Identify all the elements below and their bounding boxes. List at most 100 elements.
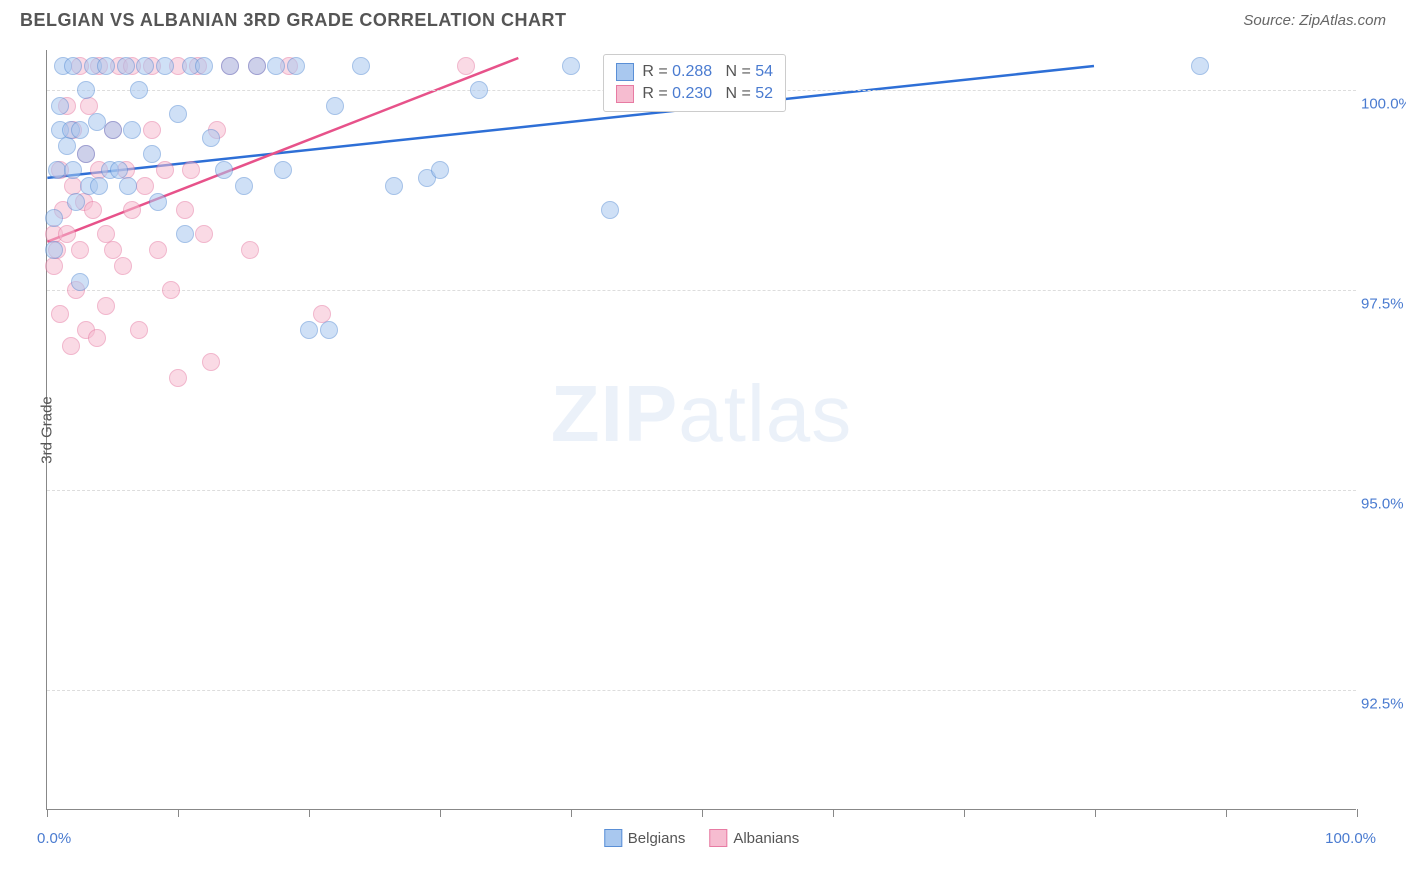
trend-line	[47, 58, 518, 242]
data-point	[77, 145, 95, 163]
legend-swatch	[709, 829, 727, 847]
data-point	[149, 193, 167, 211]
data-point	[156, 57, 174, 75]
x-tick	[833, 809, 834, 817]
y-tick-label: 100.0%	[1361, 96, 1406, 113]
series-swatch	[616, 63, 634, 81]
correlation-stats-box: R = 0.288 N = 54R = 0.230 N = 52	[603, 54, 786, 112]
data-point	[97, 297, 115, 315]
data-point	[241, 241, 259, 259]
data-point	[320, 321, 338, 339]
chart-header: BELGIAN VS ALBANIAN 3RD GRADE CORRELATIO…	[0, 0, 1406, 35]
y-tick-label: 95.0%	[1361, 496, 1406, 513]
data-point	[235, 177, 253, 195]
data-point	[130, 321, 148, 339]
x-tick	[571, 809, 572, 817]
data-point	[267, 57, 285, 75]
trend-lines-svg	[47, 50, 1356, 809]
y-tick-label: 92.5%	[1361, 696, 1406, 713]
source-name: ZipAtlas.com	[1299, 12, 1386, 29]
data-point	[64, 161, 82, 179]
x-tick	[440, 809, 441, 817]
x-axis-max-label: 100.0%	[1325, 830, 1376, 847]
legend-label: Belgians	[628, 830, 686, 847]
data-point	[326, 97, 344, 115]
data-point	[300, 321, 318, 339]
x-tick	[702, 809, 703, 817]
data-point	[114, 257, 132, 275]
data-point	[169, 105, 187, 123]
data-point	[202, 353, 220, 371]
data-point	[104, 121, 122, 139]
data-point	[156, 161, 174, 179]
data-point	[45, 209, 63, 227]
data-point	[195, 225, 213, 243]
data-point	[182, 161, 200, 179]
data-point	[71, 241, 89, 259]
trend-line	[47, 66, 1094, 178]
data-point	[119, 177, 137, 195]
legend-swatch	[604, 829, 622, 847]
data-point	[84, 201, 102, 219]
data-point	[470, 81, 488, 99]
chart-title: BELGIAN VS ALBANIAN 3RD GRADE CORRELATIO…	[20, 10, 567, 31]
gridline	[47, 290, 1356, 291]
x-axis-min-label: 0.0%	[37, 830, 71, 847]
x-tick	[309, 809, 310, 817]
data-point	[123, 201, 141, 219]
data-point	[90, 177, 108, 195]
data-point	[562, 57, 580, 75]
series-swatch	[616, 85, 634, 103]
legend-label: Albanians	[733, 830, 799, 847]
x-tick	[1095, 809, 1096, 817]
data-point	[176, 201, 194, 219]
data-point	[130, 81, 148, 99]
data-point	[71, 273, 89, 291]
stats-row: R = 0.288 N = 54	[616, 61, 773, 83]
watermark-text: ZIPatlas	[551, 368, 852, 460]
stats-row: R = 0.230 N = 52	[616, 83, 773, 105]
data-point	[215, 161, 233, 179]
data-point	[136, 177, 154, 195]
data-point	[352, 57, 370, 75]
data-point	[431, 161, 449, 179]
data-point	[195, 57, 213, 75]
data-point	[71, 121, 89, 139]
data-point	[1191, 57, 1209, 75]
data-point	[221, 57, 239, 75]
data-point	[274, 161, 292, 179]
data-point	[123, 121, 141, 139]
y-tick-label: 97.5%	[1361, 296, 1406, 313]
data-point	[457, 57, 475, 75]
data-point	[51, 305, 69, 323]
x-tick	[964, 809, 965, 817]
x-tick	[47, 809, 48, 817]
x-tick	[1357, 809, 1358, 817]
data-point	[248, 57, 266, 75]
data-point	[149, 241, 167, 259]
gridline	[47, 490, 1356, 491]
y-axis-label: 3rd Grade	[38, 396, 55, 464]
scatter-chart: 3rd Grade ZIPatlas 0.0% 100.0% BelgiansA…	[46, 50, 1356, 810]
data-point	[169, 369, 187, 387]
data-point	[64, 57, 82, 75]
data-point	[287, 57, 305, 75]
data-point	[58, 225, 76, 243]
data-point	[117, 57, 135, 75]
legend-item: Albanians	[709, 829, 799, 847]
data-point	[385, 177, 403, 195]
data-point	[97, 57, 115, 75]
data-point	[77, 81, 95, 99]
source-label: Source:	[1243, 12, 1295, 29]
data-point	[45, 241, 63, 259]
data-point	[45, 257, 63, 275]
data-point	[176, 225, 194, 243]
data-point	[136, 57, 154, 75]
gridline	[47, 690, 1356, 691]
data-point	[143, 145, 161, 163]
legend-item: Belgians	[604, 829, 686, 847]
data-point	[88, 329, 106, 347]
data-point	[58, 137, 76, 155]
data-point	[202, 129, 220, 147]
source-attribution: Source: ZipAtlas.com	[1243, 12, 1386, 29]
